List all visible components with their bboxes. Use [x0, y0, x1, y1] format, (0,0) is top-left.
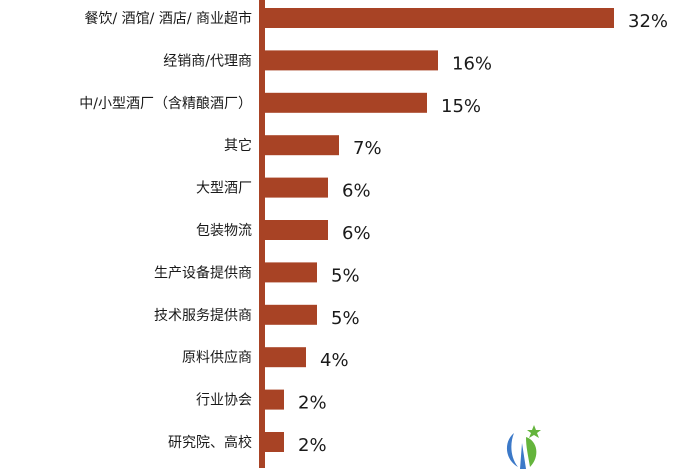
bar-1	[262, 50, 438, 71]
bar-9	[262, 389, 284, 410]
value-label-4: 6%	[342, 181, 371, 202]
value-label-1: 16%	[452, 53, 492, 74]
category-label-2: 中/小型酒厂（含精酿酒厂）	[79, 96, 252, 112]
category-label-10: 研究院、高校	[168, 434, 252, 451]
value-label-8: 4%	[320, 350, 349, 371]
value-label-6: 5%	[331, 265, 360, 286]
y-axis-line	[259, 0, 265, 468]
bar-5	[262, 220, 328, 240]
logo-green-leaf	[526, 437, 537, 467]
category-label-9: 行业协会	[196, 393, 252, 409]
bar-8	[262, 347, 306, 368]
logo-center-stem	[520, 443, 526, 469]
bar-4	[262, 177, 328, 198]
bar-10	[262, 432, 284, 452]
category-label-6: 生产设备提供商	[154, 264, 252, 281]
leaf-logo	[506, 425, 541, 469]
bar-2	[262, 92, 427, 113]
value-label-10: 2%	[298, 435, 327, 456]
bar-3	[262, 135, 339, 156]
category-label-7: 技术服务提供商	[154, 308, 252, 324]
bar-0	[262, 8, 614, 28]
logo-blue-arc	[506, 433, 518, 467]
category-label-0: 餐饮/ 酒馆/ 酒店/ 商业超市	[84, 10, 252, 27]
value-label-7: 5%	[331, 308, 360, 329]
bars-group	[262, 8, 614, 452]
value-label-9: 2%	[298, 393, 327, 414]
value-label-3: 7%	[353, 138, 382, 159]
category-label-8: 原料供应商	[182, 349, 252, 366]
value-labels: 32% 16% 15% 7% 6% 6% 5% 5% 4% 2% 2%	[298, 11, 668, 456]
value-label-2: 15%	[441, 96, 481, 117]
category-label-3: 其它	[224, 137, 252, 154]
bar-7	[262, 304, 317, 325]
category-label-5: 包装物流	[196, 223, 252, 239]
bar-6	[262, 262, 317, 283]
category-label-4: 大型酒厂	[196, 181, 252, 197]
category-label-1: 经销商/代理商	[163, 53, 252, 69]
value-label-5: 6%	[342, 223, 371, 244]
value-label-0: 32%	[628, 11, 668, 32]
logo-star	[527, 425, 541, 438]
